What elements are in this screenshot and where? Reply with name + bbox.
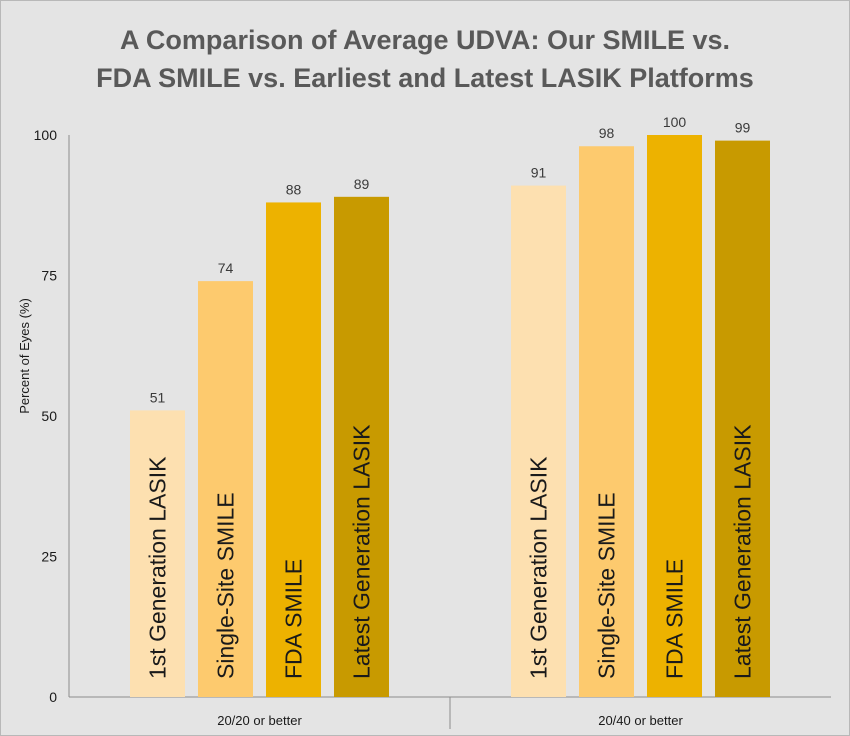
x-category-label-0: 20/20 or better [217,713,302,728]
data-label-0-1: 74 [218,260,234,276]
y-tick-label-4: 100 [34,127,58,143]
y-tick-label-1: 25 [41,549,57,565]
bar-1-0 [511,185,566,697]
bar-0-0 [130,410,185,697]
bar-series-label-1-3: Latest Generation LASIK [730,424,756,679]
data-label-0-0: 51 [150,389,166,405]
bar-0-3 [334,196,389,697]
data-label-1-3: 99 [735,120,751,136]
y-tick-label-3: 75 [41,268,57,284]
y-tick-label-0: 0 [49,689,57,705]
bar-1-3 [715,140,770,697]
data-label-1-2: 100 [663,114,687,130]
data-label-1-0: 91 [531,165,547,181]
y-tick-label-2: 50 [41,408,57,424]
bar-series-label-1-0: 1st Generation LASIK [526,456,552,679]
bar-series-label-0-0: 1st Generation LASIK [145,456,171,679]
x-category-label-1: 20/40 or better [598,713,683,728]
bar-0-2 [266,202,321,697]
bar-series-label-1-1: Single-Site SMILE [594,492,620,679]
bar-series-label-0-3: Latest Generation LASIK [349,424,375,679]
bar-series-label-1-2: FDA SMILE [662,559,688,679]
bar-1-2 [647,135,702,697]
bar-series-label-0-1: Single-Site SMILE [213,492,239,679]
chart-title-line-2: FDA SMILE vs. Earliest and Latest LASIK … [96,63,754,93]
plot-area: 0 25 50 75 100 20/20 or better 51 1st Generatio… [34,114,831,729]
bar-series-label-0-2: FDA SMILE [281,559,307,679]
data-label-1-1: 98 [599,125,615,141]
data-label-0-3: 89 [354,176,370,192]
bar-0-1 [198,281,253,697]
data-label-0-2: 88 [286,181,302,197]
y-axis-title: Percent of Eyes (%) [17,298,32,414]
chart-title-line-1: A Comparison of Average UDVA: Our SMILE … [120,25,730,55]
bar-1-1 [579,146,634,698]
